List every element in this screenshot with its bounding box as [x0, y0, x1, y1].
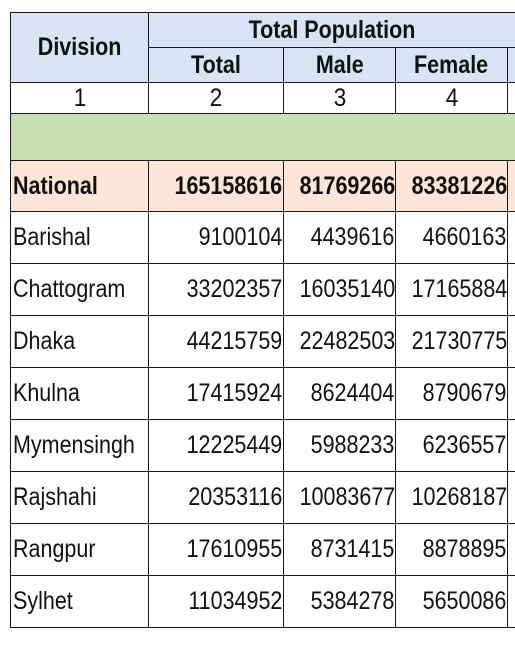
division-cell: Mymensingh	[10, 419, 149, 472]
total-cell: 165158616	[148, 160, 284, 212]
male-cell: 16035140	[283, 263, 396, 316]
column-number-2: 2	[148, 82, 284, 114]
table-row: National 165158616 81769266 83381226	[10, 160, 515, 212]
cut-off-cell	[506, 575, 515, 628]
total-cell: 33202357	[148, 263, 284, 316]
total-cell: 12225449	[148, 419, 284, 472]
cut-off-column-header	[506, 47, 515, 83]
female-cell: 8878895	[395, 523, 508, 576]
male-cell: 4439616	[283, 211, 396, 264]
division-cell: Rangpur	[10, 523, 149, 576]
table-row: Chattogram 33202357 16035140 17165884	[10, 263, 515, 316]
total-population-header: Total Population	[147, 12, 515, 48]
total-cell: 9100104	[148, 211, 284, 264]
male-column-header: Male	[283, 47, 396, 83]
male-cell: 81769266	[283, 160, 396, 212]
female-cell: 8790679	[395, 367, 508, 420]
table-row: Barishal 9100104 4439616 4660163	[10, 211, 515, 264]
total-cell: 44215759	[148, 315, 284, 368]
population-table: Division Total Population Total Male Fem…	[9, 12, 515, 628]
table-row: Mymensingh 12225449 5988233 6236557	[10, 419, 515, 472]
division-cell: Rajshahi	[10, 471, 149, 524]
division-cell: National	[10, 160, 149, 212]
table-row: Khulna 17415924 8624404 8790679	[10, 367, 515, 420]
table-row: Rangpur 17610955 8731415 8878895	[10, 523, 515, 576]
total-column-header: Total	[148, 47, 284, 83]
division-cell: Sylhet	[10, 575, 149, 628]
cut-off-cell	[506, 82, 515, 114]
division-cell: Barishal	[10, 211, 149, 264]
female-cell: 5650086	[395, 575, 508, 628]
cut-off-cell	[506, 211, 515, 264]
cut-off-cell	[506, 315, 515, 368]
female-cell: 6236557	[395, 419, 508, 472]
male-cell: 5988233	[283, 419, 396, 472]
total-cell: 11034952	[148, 575, 284, 628]
division-cell: Chattogram	[10, 263, 149, 316]
column-number-4: 4	[395, 82, 508, 114]
table-row: Sylhet 11034952 5384278 5650086	[10, 575, 515, 628]
female-cell: 10268187	[395, 471, 508, 524]
male-cell: 22482503	[283, 315, 396, 368]
table-row: Dhaka 44215759 22482503 21730775	[10, 315, 515, 368]
cut-off-cell	[506, 263, 515, 316]
female-cell: 4660163	[395, 211, 508, 264]
female-cell: 17165884	[395, 263, 508, 316]
column-number-3: 3	[283, 82, 396, 114]
female-cell: 21730775	[395, 315, 508, 368]
male-cell: 10083677	[283, 471, 396, 524]
division-cell: Khulna	[10, 367, 149, 420]
male-cell: 8731415	[283, 523, 396, 576]
female-cell: 83381226	[395, 160, 508, 212]
green-band-row	[9, 113, 515, 161]
division-cell: Dhaka	[10, 315, 149, 368]
cut-off-cell	[506, 367, 515, 420]
total-cell: 17415924	[148, 367, 284, 420]
column-number-1: 1	[10, 82, 149, 114]
cut-off-cell	[506, 160, 515, 212]
table-row: Rajshahi 20353116 10083677 10268187	[10, 471, 515, 524]
male-cell: 8624404	[283, 367, 396, 420]
cut-off-cell	[506, 419, 515, 472]
population-table-sheet: Division Total Population Total Male Fem…	[9, 12, 515, 652]
female-column-header: Female	[395, 47, 508, 83]
division-header: Division	[10, 12, 149, 83]
male-cell: 5384278	[283, 575, 396, 628]
total-cell: 17610955	[148, 523, 284, 576]
total-cell: 20353116	[148, 471, 284, 524]
cut-off-cell	[506, 523, 515, 576]
cut-off-cell	[506, 471, 515, 524]
